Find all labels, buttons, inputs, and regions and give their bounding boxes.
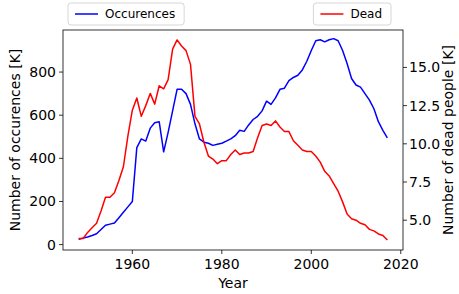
y-tick — [59, 244, 63, 245]
legend-label: Dead — [350, 7, 382, 21]
y2-tick — [403, 105, 407, 106]
y2-axis-label: Number of dead people [K] — [440, 45, 456, 235]
y2-tick-label: 7.5 — [409, 174, 431, 190]
x-tick — [311, 250, 312, 254]
line-series — [79, 40, 388, 240]
chart: 1960 1980 2000 2020 0 200 400 600 800 5.0 7.5 10.0 1… — [0, 0, 459, 294]
legend: Dead — [313, 3, 391, 25]
plot-frame — [63, 30, 403, 250]
y2-tick-label: 10.0 — [409, 136, 440, 152]
plot-lines — [79, 39, 388, 240]
y-tick — [59, 72, 63, 73]
y-tick-label: 800 — [29, 64, 56, 80]
y2-tick — [403, 67, 407, 68]
y-axis-label: Number of occurences [K] — [7, 49, 23, 232]
x-tick — [132, 250, 133, 254]
legend-box — [68, 3, 184, 25]
legend-label: Occurences — [105, 7, 175, 21]
y2-tick — [403, 143, 407, 144]
y2-tick-label: 12.5 — [409, 98, 440, 114]
y-tick-label: 0 — [47, 237, 56, 253]
legend-box — [313, 3, 391, 25]
legend-swatch — [75, 13, 98, 15]
y-tick-label: 400 — [29, 150, 56, 166]
y2-tick — [403, 220, 407, 221]
y-tick-label: 200 — [29, 193, 56, 209]
y-tick-label: 600 — [29, 107, 56, 123]
y-tick — [59, 201, 63, 202]
line-series — [79, 39, 388, 240]
x-tick-label: 1980 — [204, 256, 240, 272]
y-tick — [59, 115, 63, 116]
y2-tick-label: 5.0 — [409, 212, 431, 228]
legend-swatch — [320, 13, 343, 15]
legend: Occurences — [68, 3, 184, 25]
x-tick-label: 2000 — [293, 256, 329, 272]
x-tick — [221, 250, 222, 254]
y2-tick-label: 15.0 — [409, 59, 440, 75]
y-tick — [59, 158, 63, 159]
x-axis-label: Year — [217, 275, 248, 291]
x-tick-label: 1960 — [115, 256, 151, 272]
y2-tick — [403, 182, 407, 183]
x-tick-label: 2020 — [383, 256, 419, 272]
x-tick — [400, 250, 401, 254]
